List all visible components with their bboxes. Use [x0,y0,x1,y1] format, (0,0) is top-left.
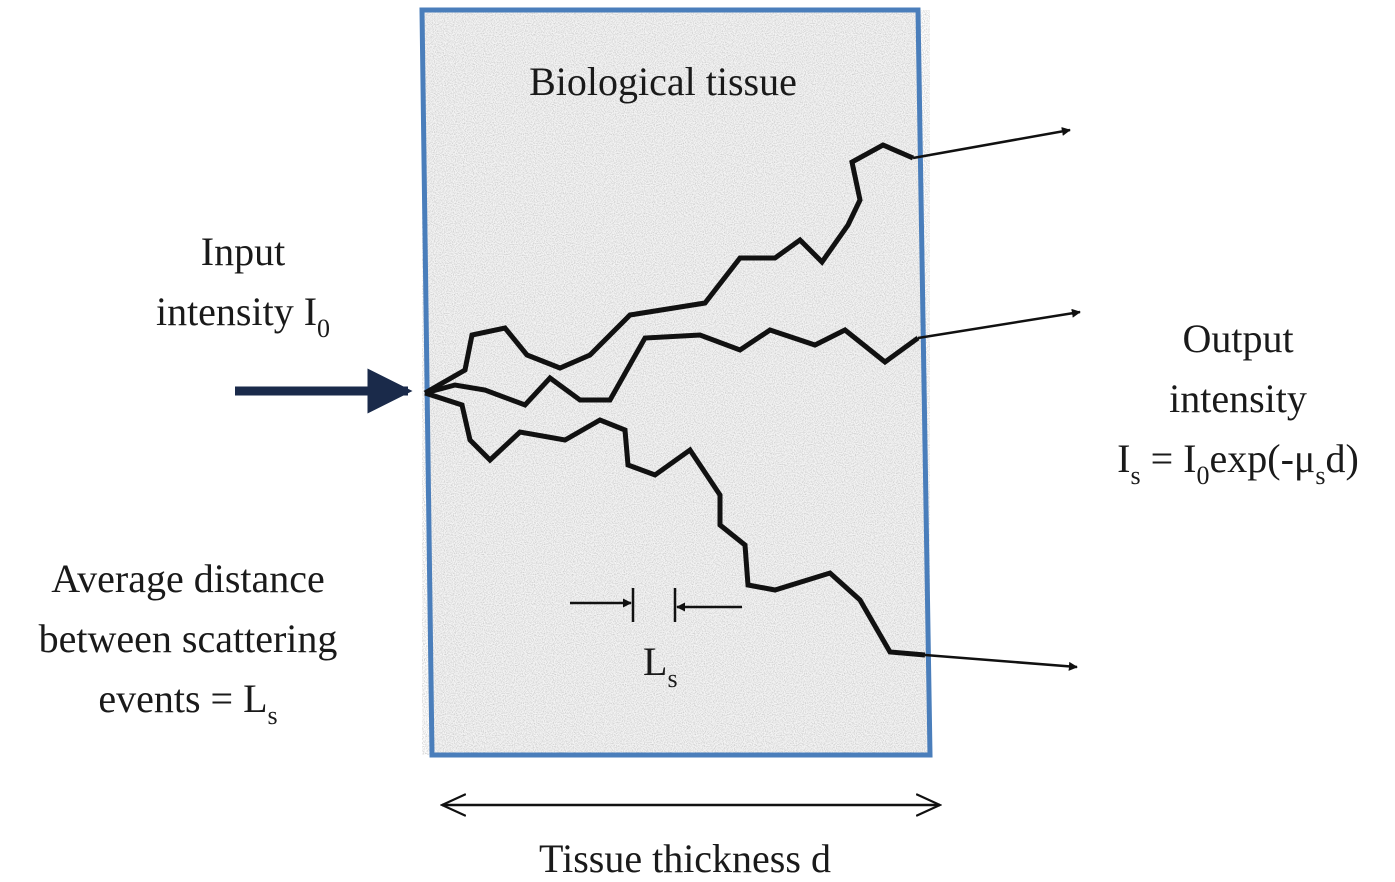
distance-label-line: Average distance [51,556,325,601]
output-arrow [912,126,1071,160]
ls-label: Ls [643,639,678,693]
input-label-base: intensity I [156,289,317,334]
formula-sub: 0 [1197,461,1210,490]
formula-text: exp(-μ [1210,436,1316,481]
thickness-label: Tissue thickness d [539,836,831,881]
output-formula: Is = I0exp(-μsd) [1117,436,1359,490]
input-label-sub: 0 [317,314,330,343]
tissue-texture [422,10,930,755]
formula-text: I [1117,436,1130,481]
ls-base: L [643,639,667,684]
ls-marker [570,588,742,622]
photon-path [423,142,914,396]
input-label-line: Input [201,229,285,274]
formula-text: d) [1325,436,1358,481]
distance-label-line: events = Ls [98,676,277,730]
output-arrow [924,653,1078,671]
photon-path [424,327,920,408]
formula-sub: s [1131,461,1141,490]
output-label-line: Output [1182,316,1293,361]
ls-sub: s [667,664,677,693]
tissue [419,7,933,758]
input-label-line: intensity I0 [156,289,330,343]
formula-sub: s [1315,461,1325,490]
formula-text: = I [1141,436,1197,481]
distance-label-base: events = L [98,676,267,721]
photon-path [424,390,926,658]
tissue-label: Biological tissue [529,59,797,104]
tissue-border [419,7,933,758]
distance-label-line: between scattering [39,616,338,661]
distance-label-sub: s [268,701,278,730]
output-label-line: intensity [1169,376,1307,421]
output-arrow [917,308,1081,340]
